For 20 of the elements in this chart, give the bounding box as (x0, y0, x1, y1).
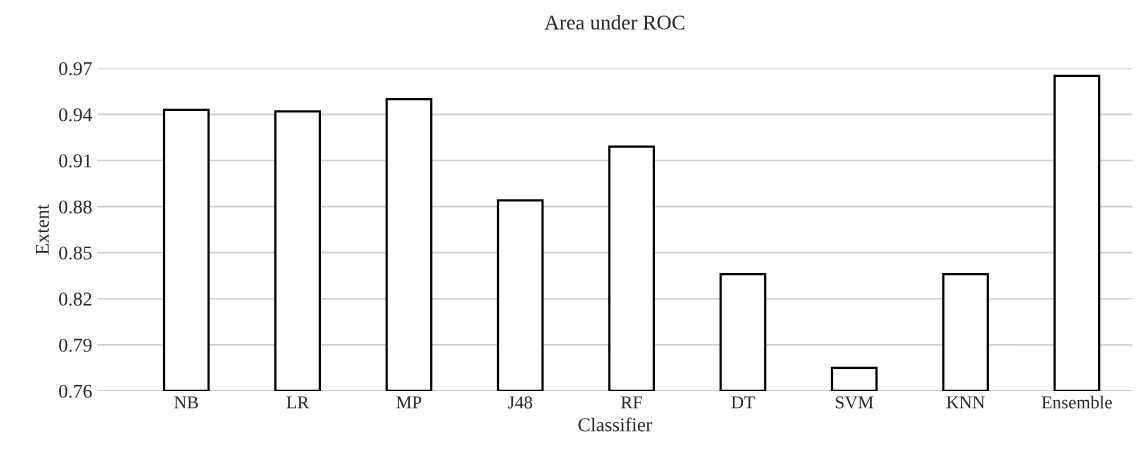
y-axis-title: Extent (35, 204, 49, 255)
x-tick-label: LR (286, 396, 310, 409)
x-tick-label: KNN (946, 396, 985, 409)
x-tick-label: DT (731, 396, 755, 409)
y-tick-label: 0.79 (59, 338, 92, 352)
y-tick-label: 0.82 (59, 292, 92, 306)
x-tick-label: Ensemble (1041, 395, 1112, 409)
x-tick-label: SVM (835, 396, 874, 409)
x-tick-label: J48 (508, 396, 533, 409)
y-tick-label: 0.91 (59, 154, 92, 168)
y-tick-label: 0.97 (59, 62, 92, 76)
y-tick-label: 0.85 (59, 246, 92, 260)
y-tick-label: 0.88 (59, 200, 92, 214)
x-tick-label: MP (396, 396, 422, 409)
x-axis-title: Classifier (578, 417, 652, 432)
chart-title: Area under ROC (544, 14, 685, 30)
x-tick-label: RF (621, 396, 642, 409)
x-tick-label: NB (174, 396, 198, 409)
y-tick-label: 0.76 (59, 384, 92, 398)
y-tick-label: 0.94 (59, 108, 93, 122)
